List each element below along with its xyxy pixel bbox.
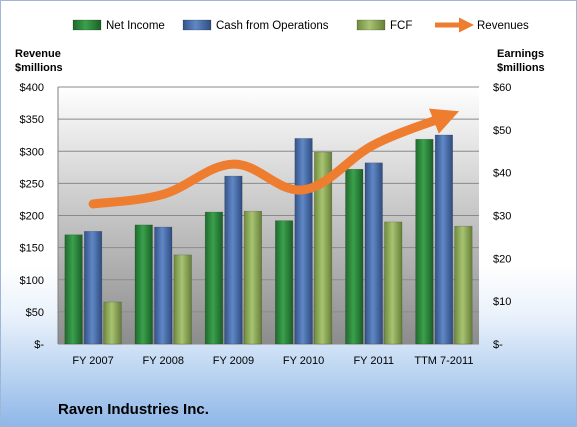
- company-name: Raven Industries Inc.: [58, 401, 209, 418]
- bars: [64, 134, 473, 345]
- revenue-line-path: [88, 108, 459, 209]
- right-tick-label: $30: [493, 211, 511, 223]
- legend-swatch: [182, 19, 212, 31]
- legend: Net Income Cash from Operations FCF Revenue…: [72, 17, 529, 33]
- bar-fcf: [384, 221, 403, 345]
- legend-swatch: [356, 19, 386, 31]
- left-tick-label: $-: [34, 339, 44, 351]
- right-axis-title: Earnings $millions: [497, 48, 545, 74]
- x-tick-label: FY 2008: [143, 355, 184, 367]
- bar-net-income: [134, 224, 153, 345]
- x-tick-label: FY 2010: [283, 355, 324, 367]
- left-tick-label: $400: [20, 82, 44, 94]
- bar-net-income: [415, 138, 434, 345]
- bar-cash-from-operations: [434, 134, 453, 345]
- bar-cash-from-operations: [224, 175, 243, 345]
- right-tick-label: $40: [493, 168, 511, 180]
- left-axis-title: Revenue $millions: [15, 48, 63, 74]
- bar-fcf: [173, 254, 192, 345]
- x-axis-ticks: FY 2007 FY 2008 FY 2009 FY 2010 FY 2011 TTM 7…: [72, 355, 473, 367]
- bar-net-income: [345, 168, 364, 345]
- legend-label: Net Income: [106, 20, 165, 32]
- revenue-line: [88, 108, 459, 209]
- bar-net-income: [275, 220, 294, 345]
- bar-cash-from-operations: [84, 231, 103, 345]
- left-tick-label: $200: [20, 211, 44, 223]
- x-tick-label: FY 2007: [72, 355, 113, 367]
- right-tick-label: $-: [493, 339, 503, 351]
- bar-cash-from-operations: [294, 138, 313, 345]
- bar-fcf: [314, 151, 333, 345]
- gridlines: [57, 86, 479, 345]
- legend-label: Cash from Operations: [216, 20, 329, 32]
- right-tick-label: $10: [493, 296, 511, 308]
- right-axis-ticks: $- $10 $20 $30 $40 $50 $60: [493, 82, 511, 351]
- left-tick-label: $150: [20, 243, 44, 255]
- right-tick-label: $50: [493, 125, 511, 137]
- right-tick-label: $20: [493, 253, 511, 265]
- left-tick-label: $100: [20, 275, 44, 287]
- legend-label: Revenues: [477, 20, 529, 32]
- left-tick-label: $350: [20, 114, 44, 126]
- left-tick-label: $50: [26, 307, 44, 319]
- x-tick-label: FY 2009: [213, 355, 254, 367]
- bar-fcf: [454, 225, 473, 345]
- bar-fcf: [243, 210, 262, 345]
- left-tick-label: $300: [20, 146, 44, 158]
- left-tick-label: $250: [20, 178, 44, 190]
- right-tick-label: $60: [493, 82, 511, 94]
- left-axis-ticks: $- $50 $100 $150 $200 $250 $300 $350 $400: [20, 82, 45, 351]
- bar-cash-from-operations: [364, 162, 383, 345]
- legend-label: FCF: [390, 20, 412, 32]
- bar-cash-from-operations: [154, 226, 173, 345]
- x-tick-label: FY 2011: [353, 355, 394, 367]
- bar-fcf: [103, 301, 122, 345]
- legend-swatch: [72, 19, 102, 31]
- bar-net-income: [204, 211, 223, 345]
- bar-net-income: [64, 234, 83, 345]
- x-tick-label: TTM 7-2011: [414, 355, 473, 367]
